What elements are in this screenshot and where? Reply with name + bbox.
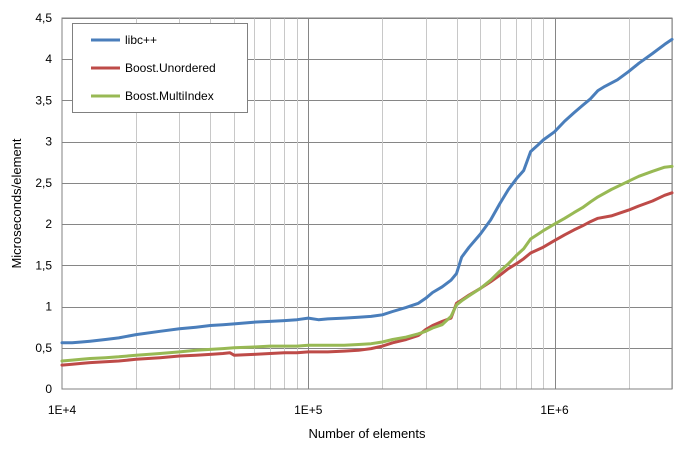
legend-label: Boost.MultiIndex [125, 89, 214, 103]
y-tick-label: 1,5 [35, 258, 52, 272]
legend-items: libc++ Boost.Unordered Boost.MultiIndex [91, 33, 216, 103]
series-line [60, 37, 674, 345]
y-tick-label: 1 [45, 300, 52, 314]
y-tick-label: 0,5 [35, 341, 52, 355]
x-tick-label: 1E+6 [540, 403, 569, 417]
y-tick-label: 4,5 [35, 11, 52, 25]
legend-label: Boost.Unordered [125, 61, 216, 75]
y-tick-label: 3 [45, 135, 52, 149]
x-tick-label: 1E+4 [48, 403, 77, 417]
y-tick-label: 4 [45, 52, 52, 66]
y-tick-label: 2,5 [35, 176, 52, 190]
series-group [60, 37, 674, 367]
plot-area-border [61, 17, 673, 390]
x-axis-title: Number of elements [308, 426, 426, 441]
legend-label: libc++ [125, 33, 157, 47]
series-line [60, 164, 674, 363]
y-axis-ticks: 0 0,5 1 1,5 2 2,5 3 3,5 4 4,5 [35, 11, 52, 396]
x-tick-label: 1E+5 [294, 403, 323, 417]
y-tick-label: 2 [45, 217, 52, 231]
x-axis-ticks: 1E+4 1E+5 1E+6 [48, 403, 569, 417]
y-tick-label: 0 [45, 382, 52, 396]
legend: libc++ Boost.Unordered Boost.MultiIndex [72, 23, 248, 113]
y-axis-title: Microseconds/element [9, 138, 24, 268]
y-tick-label: 3,5 [35, 93, 52, 107]
